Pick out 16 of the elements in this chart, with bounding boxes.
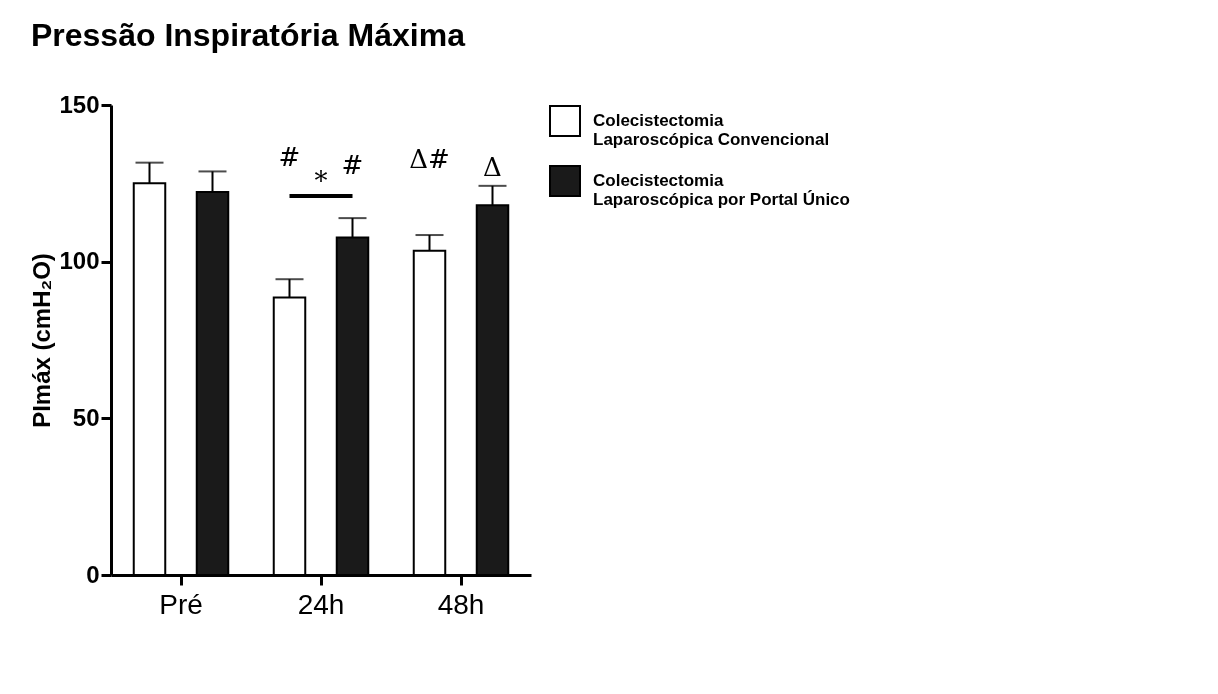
annotation: Δ <box>483 151 502 182</box>
annotation: * <box>314 166 328 197</box>
y-tick-label: 100 <box>59 247 100 275</box>
legend-label: Colecistectomia Laparoscópica Convencional <box>593 111 830 149</box>
annotation: # <box>341 150 364 181</box>
x-tick-label: Pré <box>159 588 203 620</box>
annotation: Δ# <box>409 143 450 174</box>
x-tick-label: 24h <box>297 588 345 620</box>
annotation: # <box>278 142 301 173</box>
y-axis-title: PImáx (cmH₂O) <box>28 253 56 428</box>
chart-title: Pressão Inspiratória Máxima <box>30 17 466 53</box>
y-tick-label: 50 <box>72 403 100 431</box>
x-tick-label: 48h <box>437 588 485 620</box>
y-tick-label: 150 <box>59 90 100 118</box>
y-tick-label: 0 <box>86 560 100 588</box>
legend-label: Colecistectomia Laparoscópica por Portal Único <box>593 171 850 209</box>
